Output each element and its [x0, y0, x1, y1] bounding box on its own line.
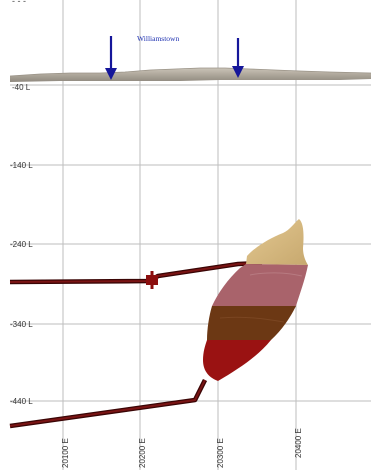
ground-surface-top-edge [9, 67, 371, 77]
level-label-440L: -440 L [10, 397, 33, 406]
right-location-arrow-icon [232, 38, 244, 78]
easting-label-20300E: 20300 E [216, 438, 225, 468]
top-cropped-label: - - - [12, 0, 26, 6]
upper-drive [9, 260, 263, 289]
left-location-arrow-icon [105, 36, 117, 80]
orebody-upper-zone [246, 219, 308, 265]
orebody-deep-zone [203, 340, 271, 381]
town-label: Williamstown [137, 34, 179, 43]
decline-drive [9, 378, 208, 429]
easting-label-20100E: 20100 E [61, 438, 70, 468]
easting-label-20200E: 20200 E [138, 438, 147, 468]
orebody [203, 219, 308, 381]
level-label-240L: -240 L [10, 240, 33, 249]
level-label-140L: -140 L [10, 161, 33, 170]
orebody-middle-zone [212, 264, 308, 306]
easting-label-20400E: 20400 E [294, 428, 303, 458]
level-grid [10, 84, 371, 402]
easting-labels: 20100 E 20200 E 20300 E 20400 E [61, 428, 303, 468]
orebody-lower-zone [207, 306, 296, 340]
ground-surface [10, 68, 371, 82]
level-labels: -40 L -140 L -240 L -340 L -440 L [10, 83, 33, 406]
level-label-40L: -40 L [12, 83, 31, 92]
level-label-340L: -340 L [10, 320, 33, 329]
